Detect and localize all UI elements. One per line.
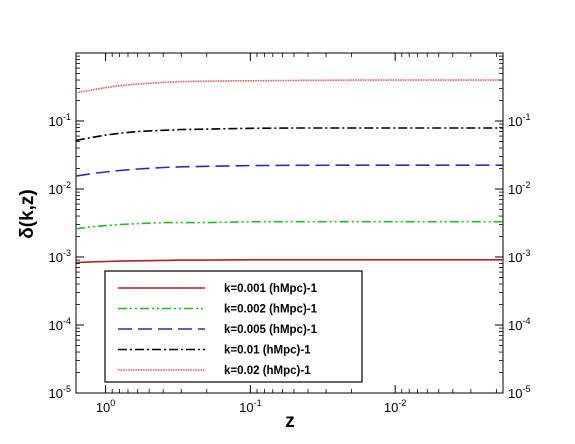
y-tick-label-left: 10-2 [49, 180, 71, 197]
axis-ticks: 10-5 10-5 10-4 10-4 10-3 10-3 10-2 10-2 10-1 10-1… [49, 52, 530, 415]
y-tick-label-left: 10-1 [49, 112, 71, 129]
x-tick-label: 10-2 [384, 398, 406, 415]
plot-frame [75, 52, 504, 394]
series-line-5 [75, 79, 503, 94]
x-axis-title: z [285, 411, 295, 432]
y-tick-label-right: 10-3 [508, 248, 530, 265]
y-tick-label-right: 10-5 [508, 384, 530, 401]
legend-label-3: k=0.005 (hMpc)-1 [224, 324, 318, 336]
y-axis-title: δ(k,z) [17, 189, 38, 239]
series-line-4 [75, 127, 503, 142]
series-line-1 [75, 258, 503, 264]
y-tick-label-left: 10-3 [49, 248, 71, 265]
y-tick-label-left: 10-4 [49, 316, 71, 333]
series-line-3 [75, 164, 503, 177]
series-layer [75, 79, 503, 264]
y-tick-label-right: 10-1 [508, 112, 530, 129]
x-tick-label: 10-1 [239, 398, 261, 415]
y-tick-label-right: 10-4 [508, 316, 530, 333]
legend-label-5: k=0.02 (hMpc)-1 [224, 365, 311, 377]
series-line-2 [75, 220, 503, 230]
legend: k=0.001 (hMpc)-1 k=0.002 (hMpc)-1 k=0.005 … [104, 270, 363, 383]
y-tick-label-left: 10-5 [49, 384, 71, 401]
y-tick-label-right: 10-2 [508, 180, 530, 197]
x-tick-label: 100 [96, 398, 115, 415]
legend-label-1: k=0.001 (hMpc)-1 [224, 283, 318, 295]
legend-label-4: k=0.01 (hMpc)-1 [224, 345, 311, 357]
legend-box [104, 270, 363, 383]
legend-label-2: k=0.002 (hMpc)-1 [224, 304, 318, 316]
